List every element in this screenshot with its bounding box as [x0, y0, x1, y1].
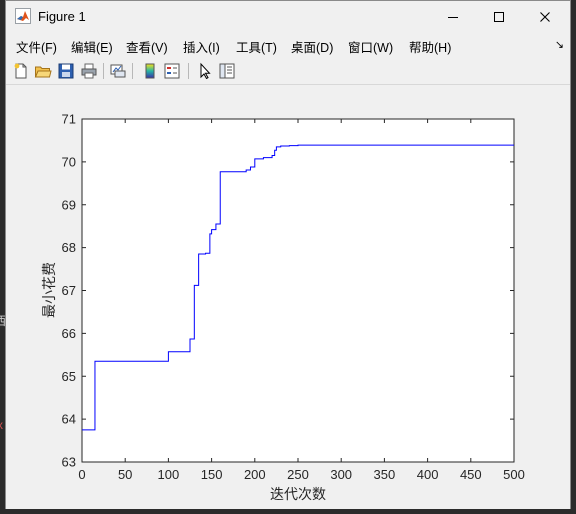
y-tick-label: 65 — [62, 369, 76, 384]
x-tick-label: 50 — [118, 467, 132, 482]
minimize-button[interactable] — [430, 1, 476, 32]
x-tick-label: 350 — [374, 467, 396, 482]
insert-legend-icon[interactable] — [163, 62, 181, 80]
menu-desktop[interactable]: 桌面(D) — [291, 41, 334, 55]
minimize-icon — [448, 16, 458, 18]
toolbar-separator — [103, 63, 104, 79]
y-axis-label: 最小花费 — [41, 262, 57, 318]
y-tick-label: 66 — [62, 326, 76, 341]
toolbar-separator — [188, 63, 189, 79]
figure-window: Figure 1 文件(F) 编辑(E) 查看(V) 插入(I) 工具(T) 桌… — [5, 0, 571, 509]
y-tick-label: 71 — [62, 112, 76, 127]
title-bar[interactable]: Figure 1 — [6, 1, 570, 32]
x-tick-label: 300 — [330, 467, 352, 482]
figure-toolbar — [6, 58, 570, 85]
menu-file[interactable]: 文件(F) — [16, 41, 57, 55]
print-icon[interactable] — [80, 62, 98, 80]
y-tick-label: 70 — [62, 154, 76, 169]
menu-overflow-arrow-icon[interactable]: ↘ — [554, 39, 564, 51]
new-figure-icon[interactable] — [12, 62, 30, 80]
x-tick-label: 500 — [503, 467, 525, 482]
matlab-logo-icon — [15, 8, 31, 24]
property-editor-icon[interactable] — [218, 62, 236, 80]
save-icon[interactable] — [57, 62, 75, 80]
line-chart: 0 50 100 150 200 250 300 350 400 450 500 63 64 65 66 67… — [41, 112, 525, 503]
menu-window[interactable]: 窗口(W) — [348, 41, 394, 55]
insert-colorbar-icon[interactable] — [141, 62, 159, 80]
y-tick-label: 63 — [62, 455, 76, 470]
x-tick-label: 250 — [287, 467, 309, 482]
link-plot-icon[interactable] — [109, 62, 127, 80]
x-tick-label: 450 — [460, 467, 482, 482]
x-axis-label: 迭代次数 — [270, 486, 326, 502]
figure-canvas: 0 50 100 150 200 250 300 350 400 450 500 63 64 65 66 67… — [6, 85, 570, 509]
menu-bar: 文件(F) 编辑(E) 查看(V) 插入(I) 工具(T) 桌面(D) 窗口(W… — [6, 33, 570, 57]
x-tick-label: 150 — [201, 467, 223, 482]
series-line — [82, 144, 514, 431]
axes-box[interactable] — [81, 118, 515, 463]
desktop-edge-glyph-2: x — [0, 418, 3, 432]
maximize-icon — [494, 11, 504, 22]
desktop-edge-glyph-1: 西 — [0, 314, 7, 328]
toolbar-separator — [132, 63, 133, 79]
menu-tools[interactable]: 工具(T) — [236, 41, 277, 55]
menu-edit[interactable]: 编辑(E) — [71, 41, 113, 55]
maximize-button[interactable] — [476, 1, 522, 32]
menu-help[interactable]: 帮助(H) — [409, 41, 452, 55]
y-tick-label: 67 — [62, 283, 76, 298]
pointer-icon[interactable] — [196, 62, 214, 80]
menu-view[interactable]: 查看(V) — [126, 41, 168, 55]
open-file-icon[interactable] — [34, 62, 52, 80]
window-title: Figure 1 — [38, 9, 86, 24]
close-icon — [540, 11, 550, 22]
x-tick-label: 200 — [244, 467, 266, 482]
y-tick-label: 68 — [62, 240, 76, 255]
y-tick-label: 64 — [62, 412, 76, 427]
x-tick-label: 0 — [78, 467, 85, 482]
close-button[interactable] — [522, 1, 568, 32]
y-tick-label: 69 — [62, 197, 76, 212]
x-tick-label: 100 — [158, 467, 180, 482]
x-tick-label: 400 — [417, 467, 439, 482]
menu-insert[interactable]: 插入(I) — [183, 41, 220, 55]
